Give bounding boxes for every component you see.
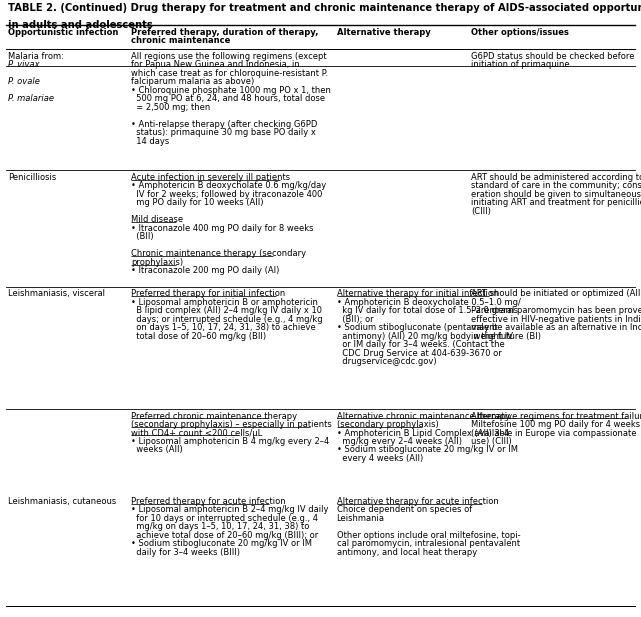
Text: • Liposomal amphotericin B 2–4 mg/kg IV daily: • Liposomal amphotericin B 2–4 mg/kg IV … [131, 505, 329, 514]
Text: • Itraconazole 200 mg PO daily (AI): • Itraconazole 200 mg PO daily (AI) [131, 266, 279, 275]
Text: TABLE 2. (Continued) Drug therapy for treatment and chronic maintenance therapy : TABLE 2. (Continued) Drug therapy for tr… [8, 3, 641, 13]
Text: weeks (AII): weeks (AII) [131, 445, 183, 455]
Text: achieve total dose of 20–60 mg/kg (BIII); or: achieve total dose of 20–60 mg/kg (BIII)… [131, 531, 319, 540]
Text: total dose of 20–60 mg/kg (BII): total dose of 20–60 mg/kg (BII) [131, 332, 267, 341]
Text: P. ovale: P. ovale [8, 77, 40, 86]
Text: mg/kg on days 1–5, 10, 17, 24, 31, 38) to: mg/kg on days 1–5, 10, 17, 24, 31, 38) t… [131, 522, 310, 531]
Text: antimony) (AII) 20 mg/kg body weight IV: antimony) (AII) 20 mg/kg body weight IV [337, 332, 513, 341]
Text: initiating ART and treatment for penicilliosis: initiating ART and treatment for penicil… [471, 198, 641, 207]
Text: (CIII): (CIII) [471, 207, 491, 216]
Text: drugservice@cdc.gov): drugservice@cdc.gov) [337, 357, 436, 366]
Text: Other options/issues: Other options/issues [471, 28, 569, 37]
Text: Leishmaniasis, cutaneous: Leishmaniasis, cutaneous [8, 497, 116, 506]
Text: Preferred therapy, duration of therapy,: Preferred therapy, duration of therapy, [131, 28, 319, 37]
Text: (BII): (BII) [131, 232, 154, 241]
Text: Miltefosine 100 mg PO daily for 4 weeks: Miltefosine 100 mg PO daily for 4 weeks [471, 420, 640, 429]
Text: 500 mg PO at 6, 24, and 48 hours, total dose: 500 mg PO at 6, 24, and 48 hours, total … [131, 94, 326, 103]
Text: Leishmania: Leishmania [337, 513, 385, 523]
Text: on days 1–5, 10, 17, 24, 31, 38) to achieve: on days 1–5, 10, 17, 24, 31, 38) to achi… [131, 323, 316, 333]
Text: antimony, and local heat therapy: antimony, and local heat therapy [337, 548, 477, 557]
Text: Mild disease: Mild disease [131, 215, 183, 224]
Text: Preferred therapy for acute infection: Preferred therapy for acute infection [131, 497, 286, 506]
Text: • Chloroquine phosphate 1000 mg PO x 1, then: • Chloroquine phosphate 1000 mg PO x 1, … [131, 86, 331, 95]
Text: Other options include oral miltefosine, topi-: Other options include oral miltefosine, … [337, 531, 520, 540]
Text: B lipid complex (AII) 2–4 mg/kg IV daily x 10: B lipid complex (AII) 2–4 mg/kg IV daily… [131, 306, 322, 315]
Text: effective in HIV-negative patients in India –: effective in HIV-negative patients in In… [471, 315, 641, 324]
Text: • Anti-relapse therapy (after checking G6PD: • Anti-relapse therapy (after checking G… [131, 120, 318, 129]
Text: initiation of primaquine: initiation of primaquine [471, 60, 570, 69]
Text: All regions use the following regimens (except: All regions use the following regimens (… [131, 52, 327, 61]
Text: (available in Europe via compassionate: (available in Europe via compassionate [471, 429, 637, 437]
Text: (secondary prophylaxis) – especially in patients: (secondary prophylaxis) – especially in … [131, 420, 332, 429]
Text: standard of care in the community; consid-: standard of care in the community; consi… [471, 181, 641, 190]
Text: Preferred chronic maintenance therapy: Preferred chronic maintenance therapy [131, 412, 297, 421]
Text: in adults and adolescents: in adults and adolescents [8, 20, 153, 30]
Text: every 4 weeks (AII): every 4 weeks (AII) [337, 454, 423, 463]
Text: Penicilliosis: Penicilliosis [8, 173, 56, 182]
Text: G6PD status should be checked before: G6PD status should be checked before [471, 52, 635, 61]
Text: falciparum malaria as above): falciparum malaria as above) [131, 77, 254, 86]
Text: • Liposomal amphotericin B or amphotericin: • Liposomal amphotericin B or amphoteric… [131, 298, 319, 307]
Text: • Amphotericin B Lipid Complex (AII) 3–4: • Amphotericin B Lipid Complex (AII) 3–4 [337, 429, 509, 437]
Text: cal paromomycin, intralesional pentavalent: cal paromomycin, intralesional pentavale… [337, 539, 520, 548]
Text: P. vivax: P. vivax [8, 60, 39, 69]
Text: which case treat as for chloroquine-resistant P.: which case treat as for chloroquine-resi… [131, 68, 329, 78]
Text: chronic maintenance: chronic maintenance [131, 36, 231, 45]
Text: for 10 days or interrupted schedule (e.g., 4: for 10 days or interrupted schedule (e.g… [131, 513, 319, 523]
Text: IV for 2 weeks; followed by itraconazole 400: IV for 2 weeks; followed by itraconazole… [131, 190, 323, 199]
Text: (secondary prophylaxis): (secondary prophylaxis) [337, 420, 438, 429]
Text: ART should be administered according to: ART should be administered according to [471, 173, 641, 182]
Text: • Liposomal amphotericin B 4 mg/kg every 2–4: • Liposomal amphotericin B 4 mg/kg every… [131, 437, 329, 446]
Text: Alternative therapy for acute infection: Alternative therapy for acute infection [337, 497, 498, 506]
Text: Preferred therapy for initial infection: Preferred therapy for initial infection [131, 289, 286, 299]
Text: Acute infection in severely ill patients: Acute infection in severely ill patients [131, 173, 290, 182]
Text: Parenteral paromomycin has been proven: Parenteral paromomycin has been proven [471, 306, 641, 315]
Text: or IM daily for 3–4 weeks. (Contact the: or IM daily for 3–4 weeks. (Contact the [337, 341, 504, 349]
Text: P. malariae: P. malariae [8, 94, 54, 103]
Text: status): primaquine 30 mg base PO daily x: status): primaquine 30 mg base PO daily … [131, 128, 316, 137]
Text: mg PO daily for 10 weeks (AII): mg PO daily for 10 weeks (AII) [131, 198, 264, 207]
Text: kg IV daily for total dose of 1.5–2.0 grams: kg IV daily for total dose of 1.5–2.0 gr… [337, 306, 517, 315]
Text: eration should be given to simultaneously: eration should be given to simultaneousl… [471, 190, 641, 199]
Text: ART should be initiated or optimized (AII): ART should be initiated or optimized (AI… [471, 289, 641, 299]
Text: days; or interrupted schedule (e.g., 4 mg/kg: days; or interrupted schedule (e.g., 4 m… [131, 315, 323, 324]
Text: in the future (BI): in the future (BI) [471, 332, 541, 341]
Text: Leishmaniasis, visceral: Leishmaniasis, visceral [8, 289, 104, 299]
Text: (BII); or: (BII); or [337, 315, 373, 324]
Text: may be available as an alternative in India: may be available as an alternative in In… [471, 323, 641, 333]
Text: for Papua New Guinea and Indonesia, in: for Papua New Guinea and Indonesia, in [131, 60, 300, 69]
Text: • Sodium stibogluconate 20 mg/kg IV or IM: • Sodium stibogluconate 20 mg/kg IV or I… [337, 445, 517, 455]
Text: prophylaxis): prophylaxis) [131, 258, 183, 267]
Text: Opportunistic infection: Opportunistic infection [8, 28, 118, 37]
Text: Chronic maintenance therapy (secondary: Chronic maintenance therapy (secondary [131, 249, 306, 258]
Text: • Amphotericin B deoxycholate 0.5–1.0 mg/: • Amphotericin B deoxycholate 0.5–1.0 mg… [337, 298, 520, 307]
Text: mg/kg every 2–4 weeks (AII): mg/kg every 2–4 weeks (AII) [337, 437, 462, 446]
Text: use) (CIII): use) (CIII) [471, 437, 512, 446]
Text: Alternative regimens for treatment failure: Alternative regimens for treatment failu… [471, 412, 641, 421]
Text: Alternative therapy for initial infection: Alternative therapy for initial infectio… [337, 289, 498, 299]
Text: = 2,500 mg; then: = 2,500 mg; then [131, 103, 211, 112]
Text: Alternative chronic maintenance therapy: Alternative chronic maintenance therapy [337, 412, 510, 421]
Text: 14 days: 14 days [131, 137, 170, 146]
Text: Choice dependent on species of: Choice dependent on species of [337, 505, 472, 514]
Text: Malaria from:: Malaria from: [8, 52, 63, 61]
Text: daily for 3–4 weeks (BIII): daily for 3–4 weeks (BIII) [131, 548, 240, 557]
Text: • Sodium stibogluconate 20 mg/kg IV or IM: • Sodium stibogluconate 20 mg/kg IV or I… [131, 539, 312, 548]
Text: • Amphotericin B deoxycholate 0.6 mg/kg/day: • Amphotericin B deoxycholate 0.6 mg/kg/… [131, 181, 327, 190]
Text: CDC Drug Service at 404-639-3670 or: CDC Drug Service at 404-639-3670 or [337, 349, 501, 358]
Text: Alternative therapy: Alternative therapy [337, 28, 430, 37]
Text: • Itraconazole 400 mg PO daily for 8 weeks: • Itraconazole 400 mg PO daily for 8 wee… [131, 224, 314, 233]
Text: • Sodium stibogluconate (pentavalent: • Sodium stibogluconate (pentavalent [337, 323, 497, 333]
Text: with CD4+ count <200 cells/μL: with CD4+ count <200 cells/μL [131, 429, 263, 437]
